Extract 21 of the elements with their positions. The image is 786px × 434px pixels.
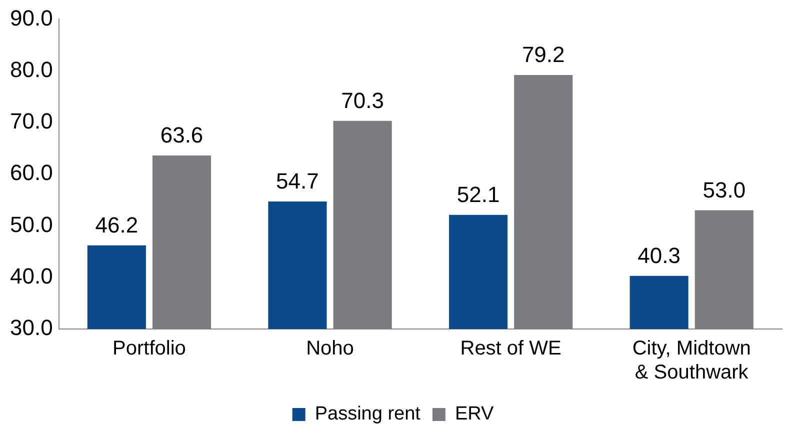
x-tick-label: Rest of WE bbox=[460, 338, 562, 360]
legend-label: ERV bbox=[454, 404, 494, 425]
data-label: 54.7 bbox=[276, 168, 319, 194]
y-tick-label: 70.0 bbox=[10, 108, 53, 134]
data-label: 63.6 bbox=[160, 122, 204, 148]
y-tick-label: 30.0 bbox=[10, 315, 53, 340]
legend-label: Passing rent bbox=[314, 404, 422, 425]
x-tick-label: Portfolio bbox=[112, 338, 186, 360]
data-label: 52.1 bbox=[456, 182, 500, 207]
y-tick-label: 40.0 bbox=[10, 263, 53, 288]
data-label: 40.3 bbox=[638, 242, 680, 268]
data-label: 46.2 bbox=[95, 212, 138, 238]
data-label: 79.2 bbox=[522, 42, 565, 68]
y-tick-label: 90.0 bbox=[10, 5, 53, 30]
y-tick-label: 60.0 bbox=[10, 160, 53, 186]
x-tick-label: Noho bbox=[306, 338, 354, 360]
data-label: 70.3 bbox=[341, 88, 384, 113]
x-tick-label: City, Midtown & Southwark bbox=[632, 338, 751, 384]
y-tick-label: 80.0 bbox=[10, 56, 53, 82]
data-label: 53.0 bbox=[702, 177, 746, 202]
y-tick-label: 50.0 bbox=[10, 212, 53, 237]
